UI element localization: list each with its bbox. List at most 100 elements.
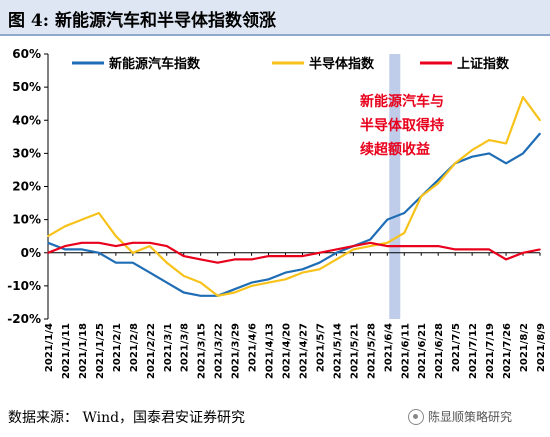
x-tick-label: 2021/5/28 — [366, 323, 377, 379]
y-tick-label: 40% — [12, 113, 41, 127]
x-tick-label: 2021/5/21 — [349, 323, 360, 379]
data-point — [488, 248, 490, 251]
figure-title: 图 4: 新能源汽车和半导体指数领涨 — [8, 11, 276, 31]
data-point — [522, 96, 524, 98]
y-tick-label: 10% — [12, 213, 41, 227]
series-line-2 — [47, 95, 541, 297]
data-point — [284, 255, 287, 257]
data-point — [64, 245, 66, 247]
data-point — [148, 242, 151, 244]
x-tick-label: 2021/3/22 — [214, 323, 225, 379]
series-line-3 — [47, 241, 541, 264]
x-tick-label: 2021/7/26 — [502, 323, 513, 379]
data-point — [471, 248, 473, 251]
data-point — [199, 258, 202, 261]
watermark-text: 陈显顺策略研究 — [428, 410, 513, 424]
data-point — [98, 212, 100, 214]
data-point — [47, 251, 49, 254]
x-tick-label: 2021/1/18 — [78, 323, 89, 379]
data-point — [233, 288, 236, 290]
x-tick-label: 2021/3/8 — [180, 323, 191, 372]
x-tick-label: 2021/1/11 — [61, 323, 72, 379]
data-point — [301, 268, 304, 271]
x-tick-label: 2021/5/14 — [332, 323, 343, 379]
data-point — [386, 242, 389, 244]
data-point — [250, 285, 253, 287]
data-point — [505, 162, 507, 165]
data-point — [335, 251, 338, 254]
data-point — [335, 258, 338, 261]
data-point — [301, 271, 304, 274]
data-point — [369, 242, 372, 244]
data-point — [318, 261, 321, 264]
annotation-text: 半导体取得持 — [360, 117, 444, 134]
data-point — [403, 212, 406, 214]
data-point — [81, 218, 83, 221]
x-tick-label: 2021/5/7 — [315, 323, 326, 372]
source-note: 数据来源： Wind，国泰君安证券研究 — [8, 410, 246, 426]
data-point — [199, 281, 202, 284]
x-tick-label: 2021/7/5 — [451, 323, 462, 372]
data-point — [115, 235, 117, 237]
x-tick-label: 2021/3/15 — [197, 323, 208, 379]
data-point — [115, 245, 117, 247]
data-point — [233, 291, 236, 294]
data-point — [182, 275, 185, 277]
data-point — [81, 242, 83, 244]
data-point — [301, 255, 304, 257]
data-point — [98, 242, 100, 244]
data-point — [318, 251, 321, 254]
annotation-text: 续超额收益 — [360, 141, 430, 158]
legend-label: 新能源汽车指数 — [109, 56, 201, 72]
data-point — [352, 248, 355, 251]
data-point — [403, 245, 406, 247]
data-point — [148, 271, 151, 274]
data-point — [98, 251, 100, 254]
data-point — [454, 248, 456, 251]
wechat-logo-icon — [408, 408, 424, 425]
data-point — [64, 225, 66, 228]
annotation-text: 新能源汽车与 — [360, 93, 444, 110]
data-point — [182, 291, 185, 294]
data-point — [369, 238, 372, 241]
data-point — [148, 245, 151, 247]
y-tick-label: 50% — [12, 80, 41, 94]
data-point — [132, 251, 134, 254]
data-point — [488, 139, 490, 141]
data-point — [386, 245, 389, 247]
x-tick-label: 2021/7/12 — [468, 323, 479, 379]
data-point — [115, 261, 117, 264]
data-point — [233, 258, 236, 261]
y-tick-label: 0% — [21, 246, 41, 260]
y-tick-label: 30% — [12, 146, 41, 160]
data-point — [437, 182, 440, 184]
data-point — [216, 261, 219, 264]
x-tick-label: 2021/1/25 — [95, 323, 106, 379]
x-tick-label: 2021/8/2 — [519, 323, 530, 372]
data-point — [420, 195, 423, 198]
data-point — [64, 248, 66, 251]
y-tick-label: 60% — [12, 47, 41, 61]
data-point — [165, 245, 168, 247]
data-point — [505, 142, 507, 145]
data-point — [284, 271, 287, 274]
x-tick-label: 2021/8/9 — [536, 323, 547, 372]
x-tick-label: 2021/2/22 — [146, 323, 157, 379]
x-tick-label: 2021/2/1 — [112, 323, 123, 372]
data-point — [132, 261, 134, 264]
x-tick-label: 2021/6/11 — [400, 323, 411, 379]
y-tick-label: -20% — [7, 312, 41, 326]
data-point — [132, 242, 134, 244]
legend-label: 半导体指数 — [309, 56, 375, 72]
data-point — [165, 261, 168, 264]
data-point — [471, 149, 473, 151]
data-point — [539, 132, 541, 135]
data-point — [250, 281, 253, 284]
watermark: 陈显顺策略研究 — [408, 408, 512, 425]
data-point — [352, 245, 355, 247]
x-tick-label: 2021/4/20 — [282, 323, 293, 379]
data-point — [47, 235, 49, 237]
data-point — [522, 251, 524, 254]
data-point — [81, 248, 83, 251]
line-chart: -20% -10% 0% 10% 20% 30% 40% 50% 60% 2021/1/4 2021… — [7, 47, 547, 379]
